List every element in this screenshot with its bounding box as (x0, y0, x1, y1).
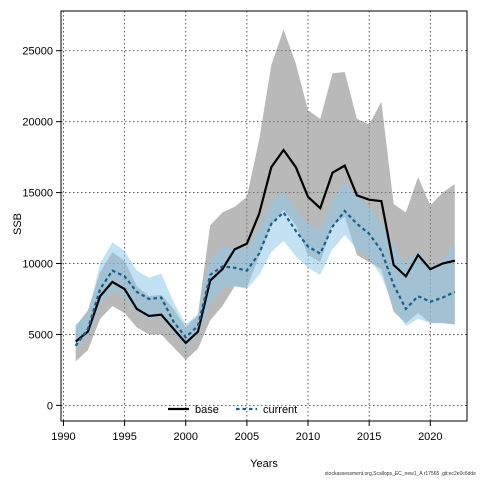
confidence-bands (75, 29, 455, 362)
y-tick-label: 25000 (22, 46, 53, 58)
y-tick-label: 10000 (22, 259, 53, 271)
legend-label-base: base (195, 404, 219, 416)
confidence-band-current (75, 182, 455, 351)
y-tick-label: 5000 (29, 329, 53, 341)
x-tick-label: 2010 (296, 431, 320, 443)
x-axis: 1990 1995 2000 2005 2010 2015 2020 (51, 421, 443, 443)
confidence-band-base (75, 29, 455, 362)
y-tick-label: 0 (47, 400, 53, 412)
x-axis-title: Years (250, 458, 278, 470)
x-tick-label: 2005 (235, 431, 259, 443)
source-caption: stockassessment.org,Scallops_EC_new1_A r… (324, 471, 476, 477)
x-tick-label: 1995 (112, 431, 136, 443)
series-line-current (74, 209, 456, 347)
plot-frame (60, 10, 468, 422)
y-tick-label: 15000 (22, 188, 53, 200)
y-axis-title: SSB (12, 213, 24, 235)
series-line-base (74, 148, 456, 345)
legend-label-current: current (263, 404, 297, 416)
legend: base current (168, 404, 297, 416)
y-axis: 0 5000 10000 15000 20000 25000 (22, 46, 61, 412)
x-tick-label: 2020 (418, 431, 442, 443)
y-tick-label: 20000 (22, 117, 53, 129)
x-tick-label: 2015 (357, 431, 381, 443)
x-tick-label: 1990 (51, 431, 75, 443)
series-lines (74, 148, 456, 347)
x-tick-label: 2000 (173, 431, 197, 443)
